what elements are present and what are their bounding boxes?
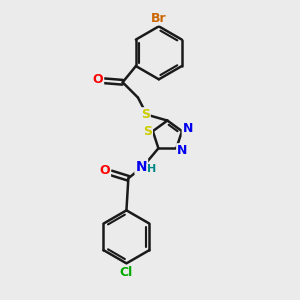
Text: S: S — [143, 124, 152, 138]
Text: O: O — [100, 164, 110, 177]
Text: S: S — [141, 108, 150, 121]
Text: Br: Br — [151, 12, 167, 25]
Text: H: H — [147, 164, 157, 175]
Text: N: N — [177, 144, 188, 157]
Text: Cl: Cl — [120, 266, 133, 279]
Text: O: O — [93, 73, 103, 86]
Text: N: N — [183, 122, 193, 135]
Text: N: N — [136, 160, 147, 174]
